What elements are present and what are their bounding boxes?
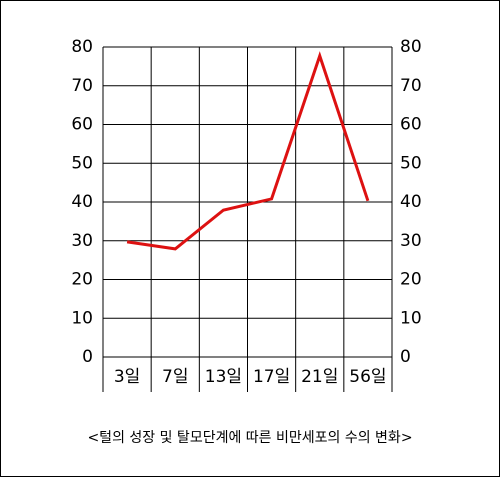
y2-tick-label: 80 [400, 37, 422, 57]
y2-tick-label: 20 [400, 270, 422, 290]
y-tick-label: 50 [71, 153, 93, 173]
x-tick-label: 3일 [114, 367, 140, 387]
y2-tick-label: 0 [400, 347, 411, 367]
y-tick-label: 80 [71, 37, 93, 57]
y2-tick-label: 40 [400, 192, 422, 212]
caption: <털의 성장 및 탈모단계에 따른 비만세포의 수의 변화> [87, 430, 412, 446]
data-line [126, 51, 370, 251]
x-tick-label: 21일 [301, 367, 338, 387]
y2-tick-label: 60 [400, 115, 422, 135]
y2-tick-label: 70 [400, 76, 422, 96]
y-tick-label: 40 [71, 192, 93, 212]
y-tick-label: 20 [71, 270, 93, 290]
x-tick-label: 17일 [253, 367, 290, 387]
y-tick-label: 30 [71, 231, 93, 251]
y-tick-label: 60 [71, 115, 93, 135]
y2-tick-label: 30 [400, 231, 422, 251]
x-tick-label: 56일 [349, 367, 386, 387]
x-tick-label: 13일 [205, 367, 242, 387]
y2-tick-label: 50 [400, 153, 422, 173]
y2-tick-label: 10 [400, 308, 422, 328]
x-tick-label: 7일 [162, 367, 188, 387]
y-tick-label: 70 [71, 76, 93, 96]
y-tick-label: 10 [71, 308, 93, 328]
y-tick-label: 0 [82, 347, 93, 367]
